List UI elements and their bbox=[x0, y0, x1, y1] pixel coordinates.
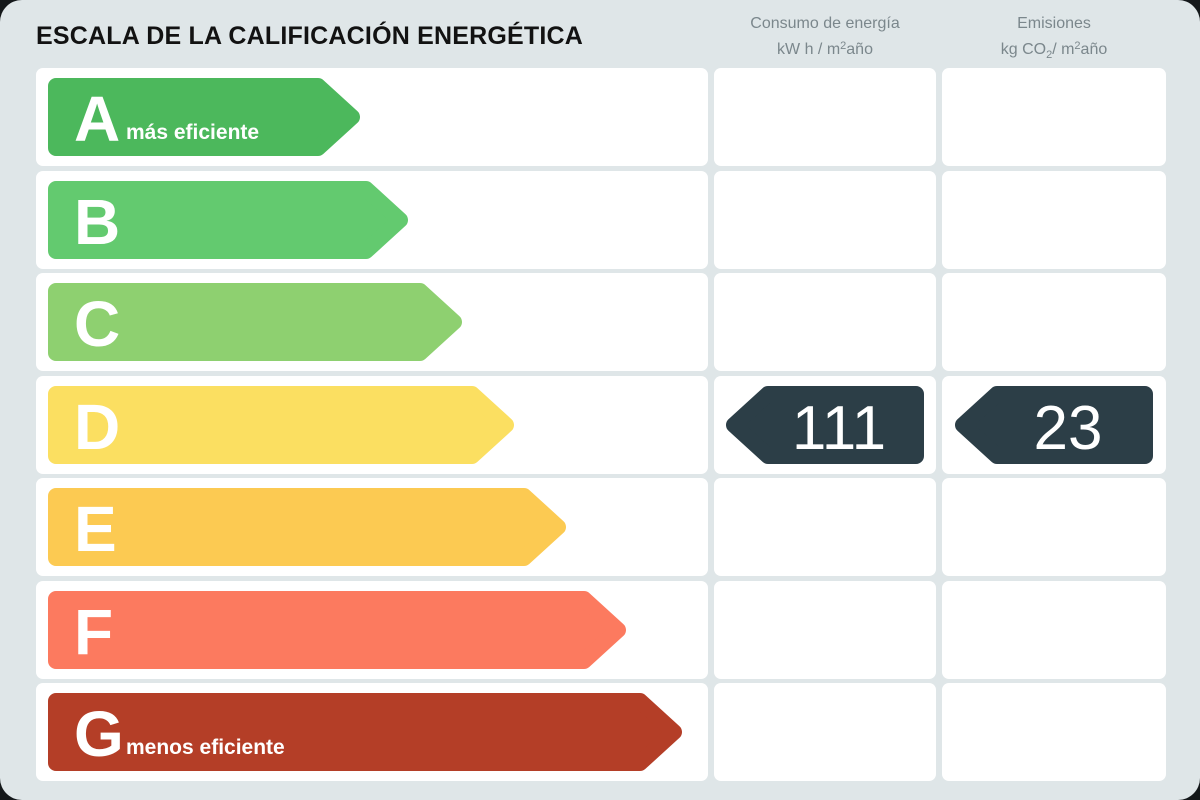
scale-cell-b: B bbox=[36, 170, 708, 269]
emisiones-cell-c bbox=[942, 273, 1166, 371]
rating-bar-e: E bbox=[48, 488, 566, 566]
consumo-cell-a bbox=[714, 68, 936, 166]
svg-text:A: A bbox=[74, 83, 120, 155]
emisiones-cell-d: 23 bbox=[942, 375, 1166, 474]
consumo-header-line1: Consumo de energía bbox=[750, 15, 900, 32]
emisiones-cell-g bbox=[942, 683, 1166, 781]
consumo-cell-b bbox=[714, 170, 936, 269]
svg-text:F: F bbox=[74, 596, 113, 668]
svg-text:E: E bbox=[74, 493, 117, 565]
rating-bar-d: D bbox=[48, 385, 514, 464]
svg-text:más eficiente: más eficiente bbox=[126, 121, 259, 144]
consumo-cell-f bbox=[714, 580, 936, 679]
emisiones-cell-b bbox=[942, 170, 1166, 269]
page-title: ESCALA DE LA CALIFICACIÓN ENERGÉTICA bbox=[36, 22, 584, 50]
emisiones-cell-f bbox=[942, 580, 1166, 679]
svg-text:G: G bbox=[74, 698, 124, 770]
consumo-cell-c bbox=[714, 273, 936, 371]
emisiones-header-line1: Emisiones bbox=[1017, 15, 1091, 32]
scale-cell-e: E bbox=[36, 478, 708, 576]
svg-text:23: 23 bbox=[1034, 394, 1103, 463]
scale-cell-f: F bbox=[36, 580, 708, 679]
rating-bar-f: F bbox=[48, 590, 626, 669]
emisiones-column-header: Emisiones kg CO2/ m2año bbox=[942, 13, 1166, 66]
consumo-cell-g bbox=[714, 683, 936, 781]
scale-cell-d: D bbox=[36, 375, 708, 474]
emisiones-cell-a bbox=[942, 68, 1166, 166]
consumo-cell-e bbox=[714, 478, 936, 576]
emisiones-cell-e bbox=[942, 478, 1166, 576]
emisiones-header-unit: kg CO2/ m2año bbox=[1000, 40, 1108, 61]
rating-bar-c: C bbox=[48, 283, 462, 361]
scale-cell-c: C bbox=[36, 273, 708, 371]
svg-text:C: C bbox=[74, 288, 120, 360]
svg-text:B: B bbox=[74, 186, 120, 258]
svg-text:menos eficiente: menos eficiente bbox=[126, 736, 285, 759]
emisiones-rating-badge: 23 bbox=[955, 385, 1153, 464]
rating-bar-b: B bbox=[48, 180, 408, 259]
svg-text:D: D bbox=[74, 391, 120, 463]
consumo-cell-d: 111 bbox=[714, 375, 936, 474]
svg-text:111: 111 bbox=[792, 394, 886, 463]
consumo-rating-badge: 111 bbox=[726, 385, 924, 464]
consumo-header-unit: kW h / m2año bbox=[777, 40, 873, 58]
consumo-column-header: Consumo de energía kW h / m2año bbox=[714, 13, 936, 61]
